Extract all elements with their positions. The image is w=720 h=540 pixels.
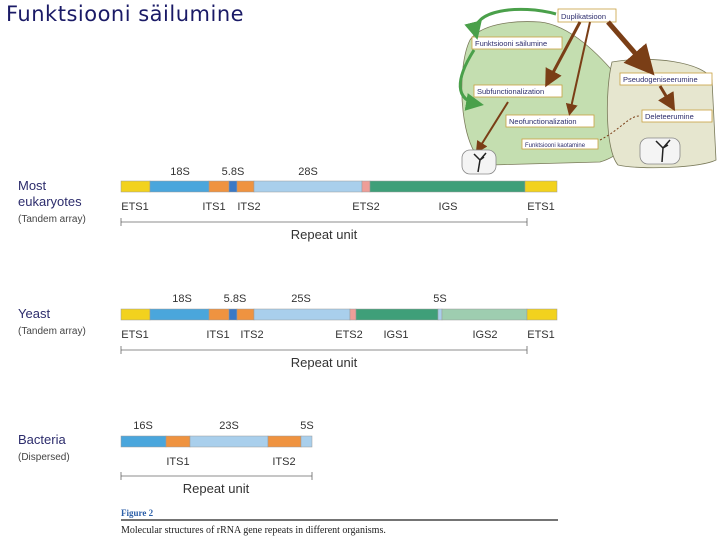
label-its2: ITS2: [272, 456, 295, 468]
arrow-dup-to-pseudo: [606, 20, 655, 76]
label-its2: ITS2: [240, 329, 263, 341]
segment-igs2: [441, 308, 528, 321]
label-5-8s: 5.8S: [224, 293, 247, 305]
segment-its2: [236, 180, 255, 193]
segment-igs: [369, 180, 526, 193]
label-5s: 5S: [300, 420, 313, 432]
node-preservation-box: [471, 36, 563, 50]
label-ets1-right: ETS1: [527, 201, 555, 213]
row-name-line-1: Yeast: [18, 306, 50, 321]
label-5s: 5S: [433, 293, 446, 305]
row-eukaryotes: Most eukaryotes (Tandem array) 18S 5.8S …: [18, 166, 558, 242]
segment-ets2: [349, 308, 357, 321]
label-igs1: IGS1: [383, 329, 408, 341]
row-name-line-1: Most: [18, 178, 47, 193]
slide-title: Funktsiooni säilumine: [6, 2, 245, 26]
segment-its1: [208, 180, 230, 193]
repeat-unit-label: Repeat unit: [291, 355, 358, 370]
segment-5s: [300, 435, 313, 448]
segment-5-8s: [228, 180, 238, 193]
segment-16s: [120, 435, 167, 448]
segment-ets1-left: [120, 308, 151, 321]
label-ets1-right: ETS1: [527, 329, 555, 341]
label-igs: IGS: [439, 201, 458, 213]
node-duplication: Duplikatsioon: [561, 12, 606, 21]
segment-5-8s: [228, 308, 238, 321]
segment-ets1-right: [526, 308, 558, 321]
repeat-unit-label: Repeat unit: [291, 227, 358, 242]
segment-23s: [189, 435, 269, 448]
label-its1: ITS1: [202, 201, 225, 213]
label-ets2: ETS2: [335, 329, 363, 341]
label-5-8s: 5.8S: [222, 166, 245, 178]
arrow-dup-to-neofunc: [565, 21, 591, 116]
tree-badge-left: [461, 149, 497, 175]
rrna-diagram: Most eukaryotes (Tandem array) 18S 5.8S …: [18, 166, 558, 536]
segment-28s: [253, 180, 363, 193]
segment-its2: [236, 308, 255, 321]
row-bacteria: Bacteria (Dispersed) 16S 23S 5S ITS1 ITS…: [18, 420, 314, 496]
node-preservation: Funktsiooni säilumine: [475, 39, 547, 48]
segment-25s: [253, 308, 351, 321]
row-subtitle: (Tandem array): [18, 214, 86, 225]
label-28s: 28S: [298, 166, 318, 178]
node-deletion-box: [641, 109, 713, 123]
label-16s: 16S: [133, 420, 153, 432]
node-pseudogenization: Pseudogeniseerumine: [623, 75, 698, 84]
node-loss: Funktsiooni kaotamine: [525, 143, 586, 149]
node-neofunctionalization-box: [505, 114, 595, 128]
label-25s: 25S: [291, 293, 311, 305]
node-deletion: Deleteerumine: [645, 112, 694, 121]
figure-label: Figure 2: [121, 508, 154, 518]
segment-its1: [165, 435, 191, 448]
label-its1: ITS1: [166, 456, 189, 468]
row-name-line-2: eukaryotes: [18, 194, 82, 209]
label-18s: 18S: [172, 293, 192, 305]
row-name-line-1: Bacteria: [18, 432, 66, 447]
arrow-dup-to-subfunc: [545, 21, 582, 88]
segment-its2: [267, 435, 302, 448]
segment-ets1-right: [524, 180, 558, 193]
label-igs2: IGS2: [472, 329, 497, 341]
arrow-preservation-curve: [458, 49, 484, 111]
node-pseudogenization-box: [619, 72, 713, 86]
arrow-dashed-to-deletion: [599, 115, 641, 141]
figure-caption: Molecular structures of rRNA gene repeat…: [121, 525, 386, 536]
segment-5s: [437, 308, 443, 321]
node-duplication-box: [557, 8, 617, 23]
segment-igs1: [355, 308, 439, 321]
node-subfunctionalization-box: [473, 84, 563, 98]
arrow-to-left-badge: [475, 101, 509, 154]
arrow-dup-to-preservation: [464, 7, 557, 40]
label-23s: 23S: [219, 420, 239, 432]
row-subtitle: (Dispersed): [18, 452, 70, 463]
label-its1: ITS1: [206, 329, 229, 341]
row-yeast: Yeast (Tandem array) 18S 5.8S 25S 5S ETS…: [18, 293, 558, 370]
label-18s: 18S: [170, 166, 190, 178]
arrow-pseudo-to-deletion: [658, 85, 676, 112]
segment-its1: [208, 308, 230, 321]
segment-18s: [149, 308, 210, 321]
segment-18s: [149, 180, 210, 193]
label-ets1-left: ETS1: [121, 201, 149, 213]
node-neofunctionalization: Neofunctionalization: [509, 117, 577, 126]
segment-ets2: [361, 180, 371, 193]
label-ets1-left: ETS1: [121, 329, 149, 341]
repeat-unit-label: Repeat unit: [183, 481, 250, 496]
row-subtitle: (Tandem array): [18, 326, 86, 337]
tree-badge-right: [639, 137, 681, 165]
segment-ets1-left: [120, 180, 151, 193]
node-subfunctionalization: Subfunctionalization: [477, 87, 544, 96]
label-its2: ITS2: [237, 201, 260, 213]
fate-flowchart: Duplikatsioon Funktsiooni säilumine Subf…: [458, 7, 717, 175]
node-loss-box: [521, 138, 599, 150]
label-ets2: ETS2: [352, 201, 380, 213]
